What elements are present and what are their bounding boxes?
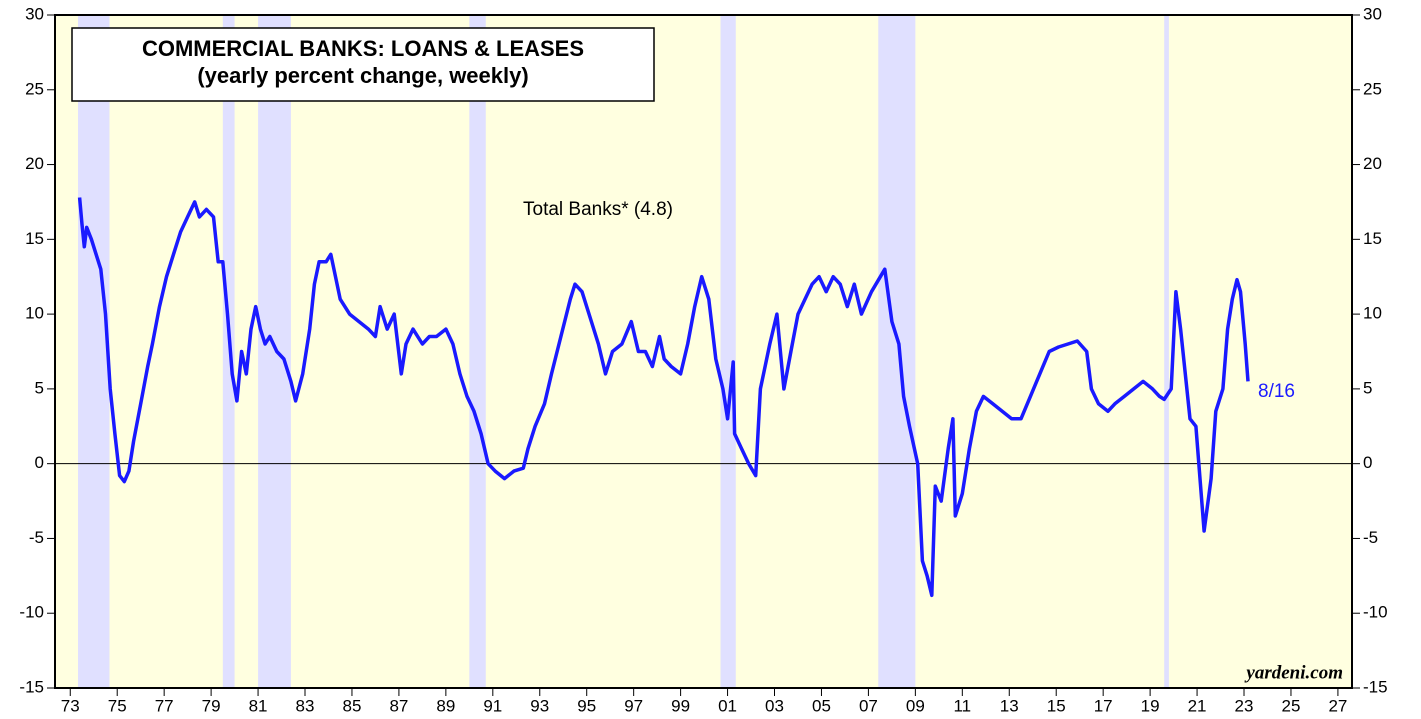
y-tick-label: -5 <box>29 528 44 547</box>
y-tick-label: 10 <box>25 304 44 323</box>
x-tick-label: 87 <box>389 696 408 715</box>
x-tick-label: 05 <box>812 696 831 715</box>
x-tick-label: 95 <box>577 696 596 715</box>
series-label: Total Banks* (4.8) <box>523 199 673 220</box>
y2-tick-label: -10 <box>1363 603 1388 622</box>
x-tick-label: 83 <box>296 696 315 715</box>
x-tick-label: 85 <box>342 696 361 715</box>
data-line <box>77 197 1250 598</box>
recession-band <box>878 15 916 688</box>
y2-tick-label: -5 <box>1363 528 1378 547</box>
title-box <box>71 27 655 102</box>
end-label: 8/16 <box>1258 381 1295 402</box>
x-tick-label: 81 <box>249 696 268 715</box>
y2-tick-label: 30 <box>1363 4 1382 23</box>
recession-band <box>258 15 291 688</box>
x-tick-label: 09 <box>906 696 925 715</box>
x-tick-label: 99 <box>671 696 690 715</box>
y2-tick-label: 25 <box>1363 79 1382 98</box>
y2-tick-label: 0 <box>1363 453 1372 472</box>
x-tick-label: 21 <box>1188 696 1207 715</box>
y-tick-label: 20 <box>25 154 44 173</box>
recession-band <box>469 15 486 688</box>
x-tick-label: 23 <box>1235 696 1254 715</box>
x-tick-label: 19 <box>1141 696 1160 715</box>
y2-tick-label: 10 <box>1363 304 1382 323</box>
y2-tick-label: 15 <box>1363 229 1382 248</box>
x-tick-label: 97 <box>624 696 643 715</box>
x-tick-label: 07 <box>859 696 878 715</box>
y2-tick-label: -15 <box>1363 677 1388 696</box>
chart-subtitle: (yearly percent change, weekly) <box>197 63 528 88</box>
x-tick-label: 27 <box>1328 696 1347 715</box>
x-tick-label: 77 <box>155 696 174 715</box>
x-tick-label: 15 <box>1047 696 1066 715</box>
x-tick-label: 79 <box>202 696 221 715</box>
x-tick-label: 93 <box>530 696 549 715</box>
plot-frame <box>54 14 1353 689</box>
series <box>77 197 1250 598</box>
recession-band <box>720 15 736 688</box>
x-tick-label: 03 <box>765 696 784 715</box>
y-tick-label: 15 <box>25 229 44 248</box>
y-tick-label: 25 <box>25 79 44 98</box>
recession-band <box>1164 15 1169 688</box>
x-tick-label: 25 <box>1282 696 1301 715</box>
y-tick-label: 30 <box>25 4 44 23</box>
x-tick-label: 89 <box>436 696 455 715</box>
y-tick-label: 5 <box>35 378 44 397</box>
y2-tick-label: 5 <box>1363 378 1372 397</box>
chart-title: COMMERCIAL BANKS: LOANS & LEASES <box>142 36 584 61</box>
x-tick-label: 75 <box>108 696 127 715</box>
y2-tick-label: 20 <box>1363 154 1382 173</box>
y-tick-label: 0 <box>35 453 44 472</box>
x-tick-label: 13 <box>1000 696 1019 715</box>
recession-band <box>78 15 110 688</box>
x-tick-label: 73 <box>61 696 80 715</box>
source-label: yardeni.com <box>1244 662 1343 683</box>
y-tick-label: -15 <box>19 677 44 696</box>
x-tick-label: 01 <box>718 696 737 715</box>
x-tick-label: 91 <box>483 696 502 715</box>
y-tick-label: -10 <box>19 603 44 622</box>
x-tick-label: 11 <box>953 696 971 715</box>
x-tick-label: 17 <box>1094 696 1113 715</box>
